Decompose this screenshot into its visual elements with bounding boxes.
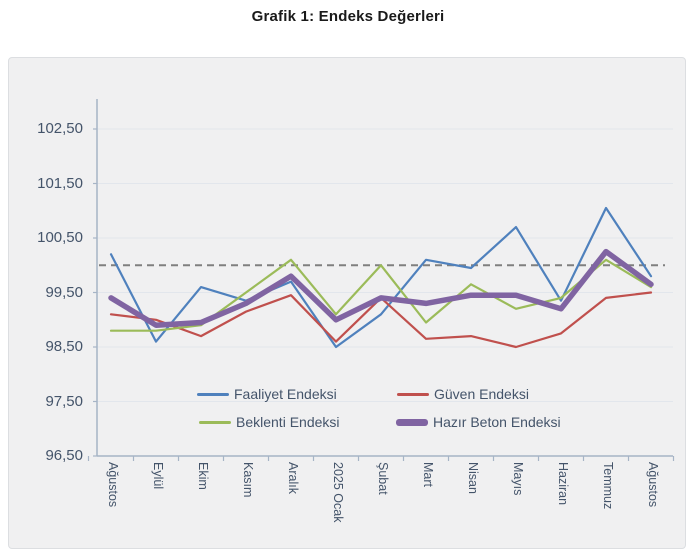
- legend-line-swatch: [397, 392, 429, 396]
- x-axis-category-label: 2025 Ocak: [331, 462, 345, 523]
- legend-item-haz-r-beton-endeksi: Hazır Beton Endeksi: [396, 413, 561, 431]
- legend-label: Güven Endeksi: [434, 386, 529, 402]
- legend-label: Beklenti Endeksi: [236, 414, 340, 430]
- y-axis-tick-label: 102,50: [37, 120, 83, 137]
- series-line-faaliyet-endeksi: [109, 206, 653, 349]
- legend-item-g-ven-endeksi: Güven Endeksi: [397, 385, 529, 403]
- series-line-haz-r-beton-endeksi: [108, 248, 654, 328]
- x-axis-category-label: Aralık: [286, 462, 300, 494]
- legend-item-faaliyet-endeksi: Faaliyet Endeksi: [197, 385, 337, 403]
- y-axis-tick-label: 101,50: [37, 174, 83, 192]
- x-axis-category-label: Eylül: [151, 462, 165, 490]
- x-axis-category-label: Ağustos: [106, 462, 120, 508]
- legend-label: Hazır Beton Endeksi: [433, 414, 561, 430]
- y-axis-tick-label: 96,50: [45, 447, 83, 464]
- x-axis-category-label: Ağustos: [646, 462, 660, 508]
- legend-label: Faaliyet Endeksi: [234, 386, 337, 402]
- x-axis-category-label: Haziran: [556, 462, 570, 506]
- x-axis-category-label: Mayıs: [511, 462, 525, 496]
- legend-line-swatch: [197, 392, 229, 396]
- y-axis-tick-label: 98,50: [45, 338, 83, 355]
- legend-line-swatch: [396, 418, 428, 426]
- y-axis-tick-label: 99,50: [45, 283, 83, 301]
- x-axis-category-label: Kasım: [241, 462, 255, 498]
- y-axis-tick-label: 100,50: [37, 229, 83, 246]
- legend-item-beklenti-endeksi: Beklenti Endeksi: [199, 413, 340, 431]
- x-axis-category-label: Ekim: [196, 462, 210, 490]
- y-axis-tick-label: 97,50: [45, 392, 83, 410]
- chart-plot: [87, 99, 675, 461]
- chart-container: 102,50 101,50 100,50 99,50 98,50 97,50 96,50 A…: [8, 57, 686, 549]
- legend-line-swatch: [199, 420, 231, 424]
- chart-title: Grafik 1: Endeks Değerleri: [251, 8, 445, 25]
- x-axis-category-label: Mart: [421, 462, 435, 487]
- x-axis-category-label: Nisan: [466, 462, 480, 494]
- x-axis-category-label: Şubat: [376, 462, 390, 495]
- x-axis-category-label: Temmuz: [601, 462, 615, 510]
